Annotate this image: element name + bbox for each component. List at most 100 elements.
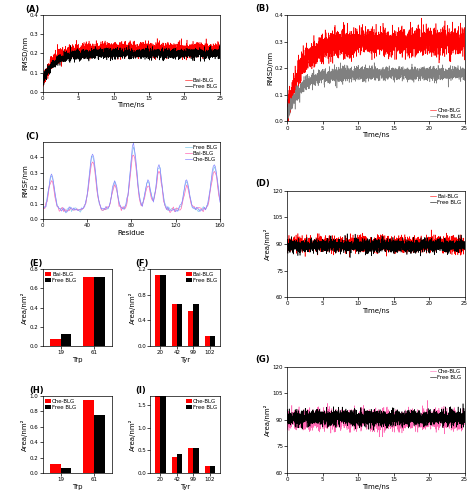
Che-BLG	[63, 209, 69, 215]
Line: Bai-BLG: Bai-BLG	[43, 38, 220, 86]
Che-BLG	[443, 417, 448, 423]
Line: Free BLG: Free BLG	[287, 404, 465, 430]
Che-BLG	[376, 434, 382, 440]
Free BLG	[157, 164, 163, 170]
Text: (B): (B)	[255, 3, 270, 12]
Line: Bai-BLG: Bai-BLG	[287, 230, 465, 257]
Bai-BLG	[76, 207, 82, 213]
Bai-BLG	[139, 203, 145, 209]
Bar	[205, 337, 210, 346]
Free BLG	[383, 69, 389, 75]
Bai-BLG	[462, 246, 467, 251]
Bai-BLG	[383, 237, 389, 243]
Bar	[83, 277, 94, 346]
Y-axis label: Area/nm²: Area/nm²	[129, 291, 136, 324]
X-axis label: Time/ns: Time/ns	[362, 132, 390, 138]
Bai-BLG	[288, 236, 294, 242]
Free BLG	[429, 412, 435, 418]
Free BLG	[198, 49, 204, 55]
X-axis label: Time/ns: Time/ns	[362, 308, 390, 314]
Free BLG	[285, 118, 291, 124]
Free BLG	[353, 236, 359, 242]
Bai-BLG	[156, 168, 162, 174]
Text: (H): (H)	[29, 386, 44, 395]
Che-BLG	[217, 199, 223, 205]
Bar	[160, 275, 165, 346]
Free BLG	[131, 144, 137, 150]
Free BLG	[372, 60, 377, 66]
X-axis label: Tyr: Tyr	[180, 357, 190, 363]
Free BLG	[184, 51, 190, 57]
Y-axis label: Area/nm²: Area/nm²	[129, 418, 136, 451]
Text: (G): (G)	[255, 355, 270, 365]
Y-axis label: Area/nm²: Area/nm²	[264, 403, 271, 436]
Free BLG	[126, 42, 132, 48]
Free BLG	[187, 194, 193, 200]
Bar	[193, 448, 199, 473]
Y-axis label: Area/nm²: Area/nm²	[264, 228, 271, 260]
Bar	[188, 448, 193, 473]
Free BLG	[191, 58, 197, 64]
Che-BLG	[462, 414, 467, 420]
Free BLG	[288, 243, 294, 249]
Bar	[83, 400, 94, 473]
Free BLG	[63, 210, 69, 216]
Bar	[205, 466, 210, 473]
Bar	[177, 304, 182, 346]
Bai-BLG	[40, 78, 46, 84]
Bar	[50, 339, 61, 346]
Free BLG	[429, 235, 435, 241]
Free BLG	[284, 243, 290, 249]
Free BLG	[383, 415, 389, 421]
Line: Che-BLG: Che-BLG	[287, 18, 465, 124]
Line: Free BLG: Free BLG	[287, 234, 465, 257]
Free BLG	[462, 68, 467, 74]
Bar	[188, 311, 193, 346]
Legend: Free BLG, Bai-BLG, Che-BLG: Free BLG, Bai-BLG, Che-BLG	[185, 145, 217, 162]
Free BLG	[383, 242, 389, 248]
Bai-BLG	[198, 43, 204, 49]
Line: Free BLG: Free BLG	[44, 147, 220, 213]
Che-BLG	[187, 193, 193, 199]
Text: (F): (F)	[135, 259, 148, 268]
Free BLG	[460, 401, 466, 407]
Line: Che-BLG: Che-BLG	[287, 400, 465, 437]
Bar	[177, 454, 182, 473]
Free BLG	[92, 165, 98, 171]
Che-BLG	[443, 34, 448, 40]
Free BLG	[217, 197, 223, 203]
Y-axis label: Area/nm²: Area/nm²	[21, 418, 28, 451]
Bai-BLG	[139, 46, 145, 52]
X-axis label: Residue: Residue	[118, 230, 145, 236]
Bar	[61, 335, 72, 346]
Free BLG	[462, 418, 467, 424]
Bai-BLG	[44, 72, 49, 78]
X-axis label: Trp: Trp	[72, 357, 82, 363]
Bai-BLG	[184, 48, 190, 54]
Che-BLG	[383, 417, 389, 423]
Bai-BLG	[155, 35, 160, 41]
Che-BLG	[284, 122, 290, 127]
Free BLG	[353, 71, 359, 77]
Text: (I): (I)	[135, 386, 146, 395]
Che-BLG	[41, 204, 46, 210]
Che-BLG	[436, 29, 442, 35]
Bai-BLG	[284, 236, 290, 242]
Bar	[155, 275, 160, 346]
Free BLG	[462, 246, 467, 252]
Text: (E): (E)	[29, 259, 42, 268]
X-axis label: Time/ns: Time/ns	[118, 103, 145, 109]
Line: Free BLG: Free BLG	[287, 63, 465, 121]
Legend: Che-BLG, Free BLG: Che-BLG, Free BLG	[186, 399, 217, 410]
Y-axis label: Area/nm²: Area/nm²	[21, 291, 28, 324]
Bai-BLG	[191, 52, 197, 58]
Bai-BLG	[217, 45, 223, 51]
Che-BLG	[429, 45, 435, 51]
Y-axis label: RMSF/nm: RMSF/nm	[22, 164, 28, 197]
Text: (C): (C)	[25, 132, 39, 141]
Free BLG	[443, 246, 448, 251]
Legend: Bai-BLG, Free BLG: Bai-BLG, Free BLG	[430, 194, 462, 205]
Legend: Bai-BLG, Free BLG: Bai-BLG, Free BLG	[186, 272, 217, 283]
Free BLG	[443, 412, 448, 418]
Bar	[210, 466, 215, 473]
